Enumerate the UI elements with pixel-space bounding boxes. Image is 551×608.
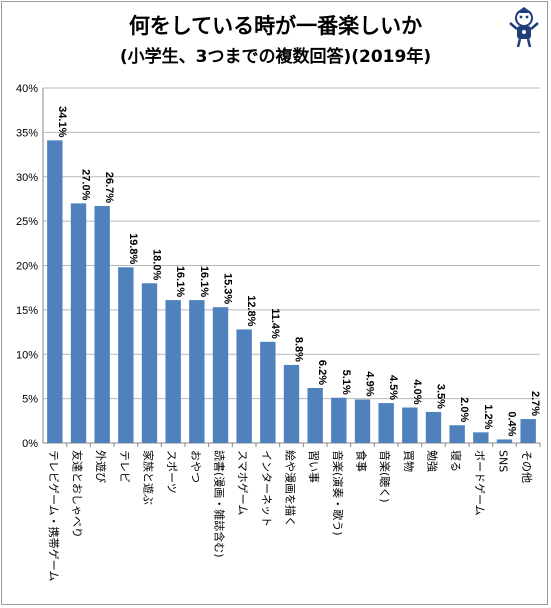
y-tick-label: 40% (16, 83, 38, 95)
bar (236, 329, 252, 443)
bar (402, 407, 418, 443)
data-label: 2.7% (529, 391, 541, 416)
data-label: 3.5% (435, 384, 447, 409)
bar (331, 397, 347, 443)
category-label: スマホゲーム (236, 450, 249, 515)
bar (473, 432, 489, 443)
bar (212, 307, 229, 443)
data-label: 0.4% (506, 411, 518, 436)
data-label: 4.9% (364, 371, 376, 396)
y-tick-label: 35% (16, 127, 38, 139)
bar (70, 203, 87, 443)
category-label: 家族と遊ぶ (142, 450, 156, 505)
data-label: 4.0% (411, 379, 423, 404)
data-label: 26.7% (103, 172, 115, 203)
y-tick-label: 0% (22, 438, 38, 450)
bar (141, 283, 158, 443)
chart-subtitle: (小学生、3つまでの複数回答)(2019年) (119, 47, 432, 67)
bar (425, 411, 442, 443)
data-label: 27.0% (80, 169, 92, 200)
y-tick-label: 15% (16, 305, 38, 317)
category-label: 音楽(聴く) (378, 450, 392, 503)
chart-title: 何をしている時が一番楽しいか (128, 14, 423, 38)
bar (118, 267, 134, 443)
bar (260, 341, 276, 443)
category-label: 絵や漫画を描く (284, 450, 298, 527)
category-label: スポーツ (165, 450, 178, 494)
data-label: 18.0% (151, 249, 163, 280)
y-tick-label: 25% (16, 216, 38, 228)
y-tick-label: 30% (16, 172, 38, 184)
category-label: インターネット (260, 450, 273, 527)
data-label: 2.0% (458, 397, 470, 422)
category-label: テレビゲーム・携帯ゲーム (47, 450, 61, 581)
category-label: 習い事 (307, 450, 320, 483)
category-label: その他 (520, 450, 533, 483)
category-label: 勉強 (426, 450, 440, 472)
y-tick-label: 5% (22, 394, 38, 406)
category-label: テレビ (118, 450, 131, 483)
data-label: 1.2% (482, 404, 494, 429)
y-tick-label: 20% (16, 261, 38, 273)
data-label: 4.5% (387, 375, 399, 400)
y-tick-label: 10% (16, 349, 38, 361)
bar (520, 419, 536, 443)
bar (449, 425, 465, 443)
data-label: 12.8% (245, 295, 257, 326)
bar (94, 206, 110, 443)
bar (283, 364, 300, 443)
data-label: 11.4% (269, 308, 281, 339)
category-label: 買物 (402, 450, 416, 472)
data-label: 8.8% (293, 337, 305, 362)
data-label: 15.3% (222, 273, 234, 304)
data-label: 6.2% (316, 360, 328, 385)
category-label: ボードゲーム (473, 450, 486, 516)
data-label: 16.1% (198, 266, 210, 297)
category-label: 友達とおしゃべり (71, 450, 85, 538)
bar (378, 403, 394, 443)
mascot-logo-icon (509, 7, 539, 48)
category-label: 音楽(演奏・歌う) (331, 450, 345, 536)
bar (47, 140, 63, 444)
category-label: 食事 (355, 450, 369, 472)
bar (189, 300, 205, 443)
category-label: 外遊び (94, 450, 108, 483)
data-label: 34.1% (56, 106, 68, 137)
data-label: 16.1% (174, 266, 186, 297)
category-label: おやつ (189, 450, 202, 483)
bar (307, 387, 323, 443)
category-label: SNS (497, 450, 510, 472)
data-label: 5.1% (340, 370, 352, 395)
bar (165, 300, 181, 443)
bar (496, 439, 513, 443)
category-label: 寝る (449, 450, 463, 472)
bar (354, 399, 371, 443)
data-label: 19.8% (127, 233, 139, 264)
category-label: 読書(漫画・雑誌含む) (213, 450, 227, 558)
